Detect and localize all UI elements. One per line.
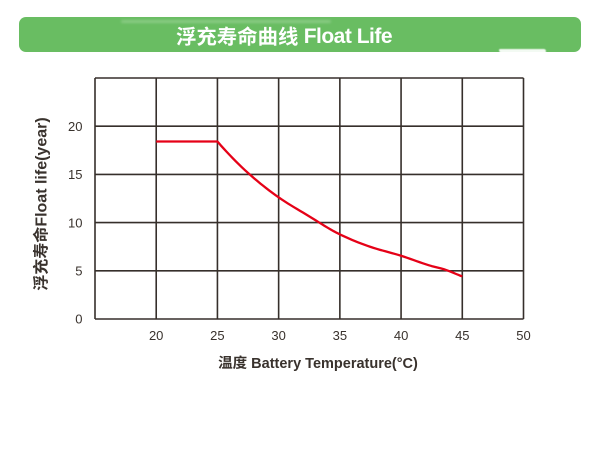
svg-text:50: 50 xyxy=(516,328,530,343)
svg-text:10: 10 xyxy=(68,215,82,230)
svg-text:40: 40 xyxy=(394,328,408,343)
svg-text:45: 45 xyxy=(455,328,469,343)
svg-text:20: 20 xyxy=(68,119,82,134)
svg-text:35: 35 xyxy=(333,328,347,343)
svg-text:0: 0 xyxy=(75,312,82,327)
svg-text:20: 20 xyxy=(149,328,163,343)
svg-text:15: 15 xyxy=(68,167,82,182)
svg-text:25: 25 xyxy=(210,328,224,343)
svg-text:30: 30 xyxy=(271,328,285,343)
svg-text:5: 5 xyxy=(75,264,82,279)
